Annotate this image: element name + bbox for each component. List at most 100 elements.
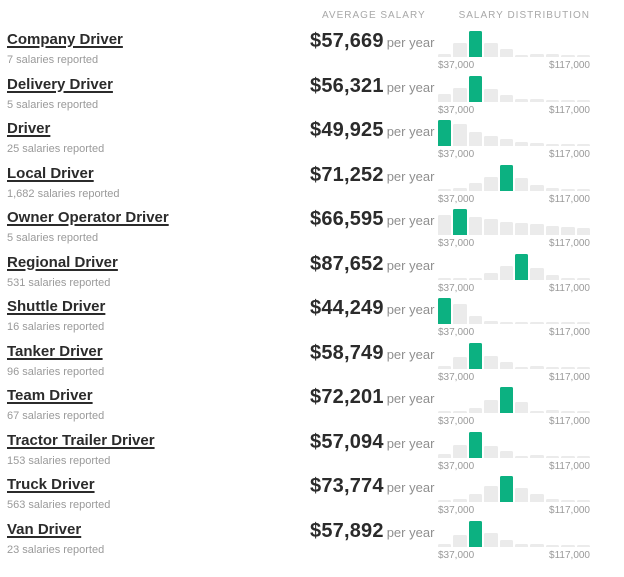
per-year-label: per year bbox=[386, 257, 435, 273]
salary-bar bbox=[438, 93, 452, 102]
salary-bar bbox=[438, 277, 452, 280]
salary-bar bbox=[561, 144, 575, 146]
salaries-reported-label: 563 salaries reported bbox=[7, 499, 111, 511]
salary-bar bbox=[468, 277, 483, 280]
salary-distribution-column-header: SALARY DISTRIBUTION bbox=[458, 10, 590, 21]
job-info: Van Driver 23 salaries reported bbox=[7, 518, 310, 556]
job-row: Tractor Trailer Driver 153 salaries repo… bbox=[0, 429, 624, 474]
salary-bar bbox=[576, 99, 591, 102]
salary-bar bbox=[515, 55, 529, 57]
salary-bar bbox=[576, 188, 591, 191]
axis-max-label: $117,000 bbox=[549, 460, 590, 472]
salary-bar bbox=[561, 322, 575, 324]
average-salary-column-header: AVERAGE SALARY bbox=[322, 10, 426, 21]
salary-bar bbox=[545, 54, 560, 57]
salary-bar bbox=[453, 411, 467, 413]
salary-bar bbox=[438, 543, 452, 547]
salary-bar bbox=[499, 94, 514, 102]
salary-bar bbox=[576, 55, 591, 57]
axis-min-label: $37,000 bbox=[438, 327, 475, 338]
histogram-bars bbox=[438, 209, 591, 235]
salary-bar bbox=[499, 539, 514, 547]
salaries-reported-label: 16 salaries reported bbox=[7, 321, 105, 333]
job-title-link[interactable]: Tractor Trailer Driver bbox=[7, 431, 155, 449]
job-info: Team Driver 67 salaries reported bbox=[7, 384, 310, 422]
salary-distribution-chart: $37,000 $117,000 bbox=[438, 73, 591, 116]
salary-bar bbox=[576, 144, 591, 146]
salary-bar bbox=[438, 411, 452, 413]
salary-bar bbox=[453, 187, 467, 191]
per-year-label: per year bbox=[386, 524, 435, 540]
job-title-link[interactable]: Company Driver bbox=[7, 31, 123, 48]
axis-max-label: $117,000 bbox=[549, 505, 590, 516]
job-title-link[interactable]: Driver bbox=[7, 120, 51, 137]
salary-bar bbox=[438, 365, 452, 369]
salary-bar bbox=[561, 544, 575, 547]
axis-max-label: $117,000 bbox=[549, 60, 590, 71]
job-info: Tanker Driver 96 salaries reported bbox=[7, 340, 310, 378]
job-title-link[interactable]: Owner Operator Driver bbox=[7, 209, 169, 226]
salary-bar bbox=[545, 410, 560, 413]
average-salary-cell: $57,094 per year bbox=[310, 429, 438, 454]
salary-distribution-chart: $37,000 $117,000 bbox=[438, 28, 591, 71]
job-title-link[interactable]: Delivery Driver bbox=[7, 75, 113, 93]
average-salary-cell: $44,249 per year bbox=[310, 295, 438, 320]
salary-bar bbox=[545, 499, 560, 502]
job-title-link[interactable]: Truck Driver bbox=[7, 476, 95, 493]
salary-bar bbox=[530, 494, 544, 502]
average-salary-value: $87,652 bbox=[310, 252, 384, 275]
salaries-reported-label: 5 salaries reported bbox=[7, 232, 99, 244]
salary-bar bbox=[499, 265, 514, 280]
column-headers: AVERAGE SALARY SALARY DISTRIBUTION bbox=[0, 0, 624, 28]
axis-min-label: $37,000 bbox=[438, 149, 475, 160]
salary-bar bbox=[530, 411, 544, 413]
average-salary-cell: $72,201 per year bbox=[310, 384, 438, 409]
salary-bar bbox=[530, 454, 544, 458]
salary-distribution-chart: $37,000 $117,000 bbox=[438, 473, 591, 516]
job-title-link[interactable]: Regional Driver bbox=[7, 253, 118, 271]
salary-bar bbox=[484, 486, 498, 502]
salary-bar bbox=[515, 366, 529, 369]
salary-bar bbox=[545, 187, 560, 191]
salary-bar bbox=[561, 455, 575, 458]
axis-max-label: $117,000 bbox=[549, 238, 590, 249]
job-title-link[interactable]: Tanker Driver bbox=[7, 342, 103, 360]
salary-bar bbox=[468, 182, 483, 191]
highlighted-salary-bar bbox=[438, 298, 452, 324]
salaries-reported-label: 67 salaries reported bbox=[7, 410, 105, 422]
average-salary-value: $66,595 bbox=[310, 208, 384, 230]
per-year-label: per year bbox=[386, 480, 435, 495]
per-year-label: per year bbox=[386, 346, 435, 362]
job-row: Van Driver 23 salaries reported $57,892 p… bbox=[0, 518, 624, 563]
job-title-link[interactable]: Shuttle Driver bbox=[7, 298, 106, 315]
average-salary-cell: $58,749 per year bbox=[310, 340, 438, 365]
salary-bar bbox=[468, 494, 483, 502]
salary-bar bbox=[545, 455, 560, 458]
salary-bar bbox=[453, 43, 467, 57]
salary-bar bbox=[468, 316, 483, 324]
average-salary-value: $49,925 bbox=[310, 119, 384, 141]
salary-distribution-chart: $37,000 $117,000 bbox=[438, 162, 591, 205]
salary-bar bbox=[561, 227, 575, 235]
per-year-label: per year bbox=[386, 302, 435, 317]
job-title-link[interactable]: Team Driver bbox=[7, 387, 93, 404]
salary-bar bbox=[499, 361, 514, 369]
histogram-axis: $37,000 $117,000 bbox=[438, 550, 590, 561]
salary-bar bbox=[576, 411, 591, 413]
salary-bar bbox=[453, 277, 467, 280]
average-salary-cell: $87,652 per year bbox=[310, 251, 438, 276]
job-title-link[interactable]: Van Driver bbox=[7, 520, 82, 538]
axis-max-label: $117,000 bbox=[549, 193, 590, 205]
salary-distribution-chart: $37,000 $117,000 bbox=[438, 518, 591, 561]
average-salary-value: $57,892 bbox=[310, 519, 384, 542]
salary-bar bbox=[545, 544, 560, 547]
average-salary-cell: $73,774 per year bbox=[310, 473, 438, 498]
average-salary-cell: $49,925 per year bbox=[310, 117, 438, 142]
average-salary-cell: $57,669 per year bbox=[310, 28, 438, 53]
salary-bar bbox=[468, 408, 483, 413]
axis-min-label: $37,000 bbox=[438, 505, 475, 516]
job-title-link[interactable]: Local Driver bbox=[7, 164, 94, 182]
salary-bar bbox=[530, 184, 544, 191]
axis-min-label: $37,000 bbox=[438, 238, 475, 249]
job-list: Company Driver 7 salaries reported $57,6… bbox=[0, 28, 624, 562]
